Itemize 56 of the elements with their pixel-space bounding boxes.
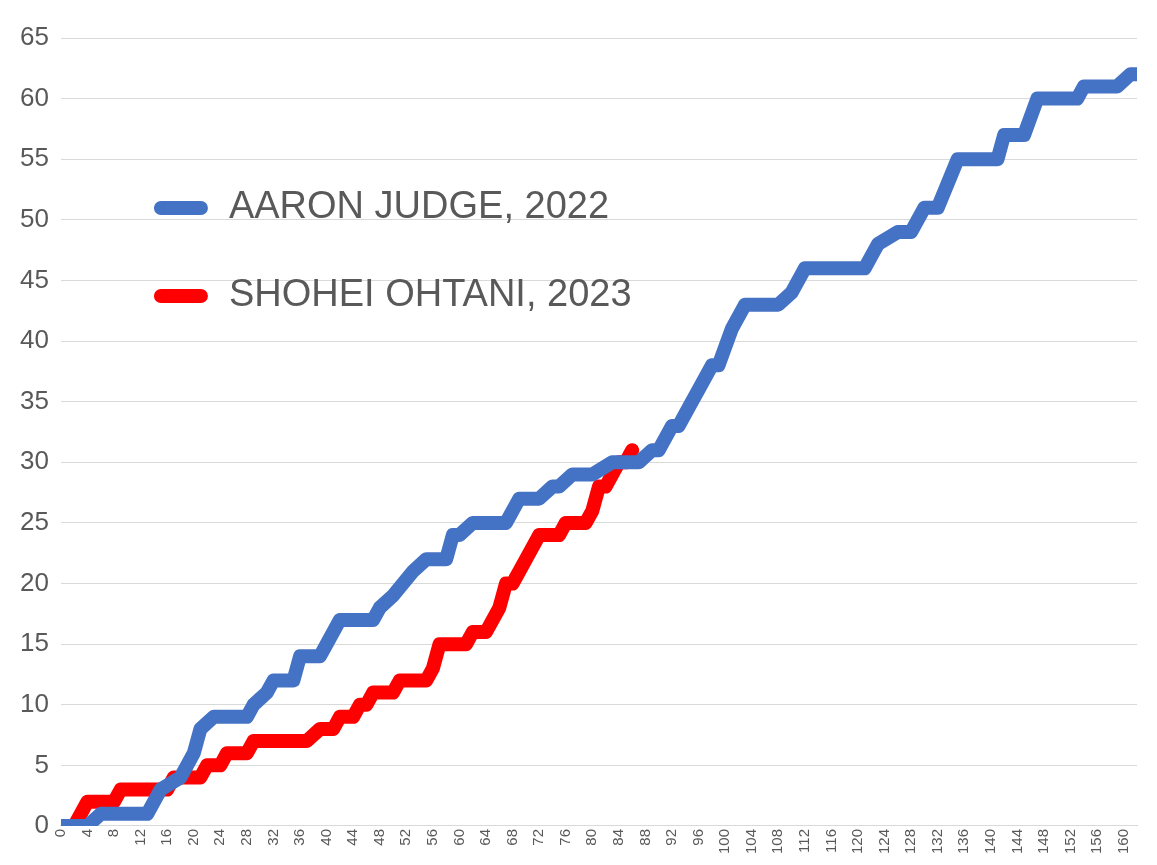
legend-label: AARON JUDGE, 2022 [228, 184, 610, 227]
x-tick-label: 16 [157, 828, 175, 846]
x-tick-label: 52 [396, 828, 414, 846]
x-tick-label: 144 [1007, 828, 1025, 854]
x-tick-label: 88 [635, 828, 653, 846]
x-tick-label: 108 [768, 828, 786, 854]
x-tick-label: 24 [210, 828, 228, 846]
x-tick-label: 48 [369, 828, 387, 846]
x-tick-label: 76 [555, 828, 573, 846]
x-tick-label: 28 [237, 828, 255, 846]
x-tick-label: 68 [502, 828, 520, 846]
x-tick-label: 64 [476, 828, 494, 846]
x-tick-label: 136 [954, 828, 972, 854]
y-tick-label: 25 [20, 506, 49, 537]
x-tick-label: 4 [77, 828, 95, 838]
x-tick-label: 152 [1060, 828, 1078, 854]
x-tick-label: 84 [609, 828, 627, 846]
x-tick-label: 36 [290, 828, 308, 846]
y-tick-label: 35 [20, 384, 49, 415]
x-tick-label: 44 [343, 828, 361, 846]
x-tick-label: 116 [821, 828, 839, 853]
x-tick-label: 20 [183, 828, 201, 846]
x-tick-label: 104 [741, 828, 759, 854]
x-tick-label: 60 [449, 828, 467, 846]
y-tick-label: 30 [20, 445, 49, 476]
y-tick-label: 10 [20, 687, 49, 718]
x-tick-label: 120 [848, 828, 866, 854]
x-tick-label: 124 [874, 828, 892, 854]
x-tick-label: 148 [1034, 828, 1052, 854]
y-tick-label: 60 [20, 81, 49, 112]
x-tick-label: 80 [582, 828, 600, 846]
x-tick-label: 96 [688, 828, 706, 846]
x-tick-label: 0 [51, 828, 69, 838]
y-tick-label: 5 [34, 748, 49, 779]
y-tick-label: 20 [20, 566, 49, 597]
x-tick-label: 92 [662, 828, 680, 846]
y-tick-label: 15 [20, 627, 49, 658]
y-tick-label: 45 [20, 263, 49, 294]
x-tick-label: 156 [1087, 828, 1105, 854]
x-tick-label: 72 [529, 828, 547, 846]
x-tick-label: 56 [423, 828, 441, 846]
x-tick-label: 160 [1113, 828, 1131, 854]
x-tick-label: 132 [927, 828, 945, 854]
x-tick-label: 140 [981, 828, 999, 854]
x-tick-label: 128 [901, 828, 919, 854]
y-tick-label: 50 [20, 203, 49, 234]
x-tick-label: 40 [316, 828, 334, 846]
y-tick-label: 65 [20, 21, 49, 52]
x-tick-label: 12 [130, 828, 148, 846]
x-tick-label: 112 [795, 828, 813, 853]
x-tick-label: 8 [104, 828, 122, 838]
x-tick-label: 32 [263, 828, 281, 846]
y-tick-label: 55 [20, 142, 49, 173]
y-tick-label: 40 [20, 324, 49, 355]
x-tick-label: 100 [715, 828, 733, 854]
legend-label: SHOHEI OHTANI, 2023 [228, 272, 632, 315]
